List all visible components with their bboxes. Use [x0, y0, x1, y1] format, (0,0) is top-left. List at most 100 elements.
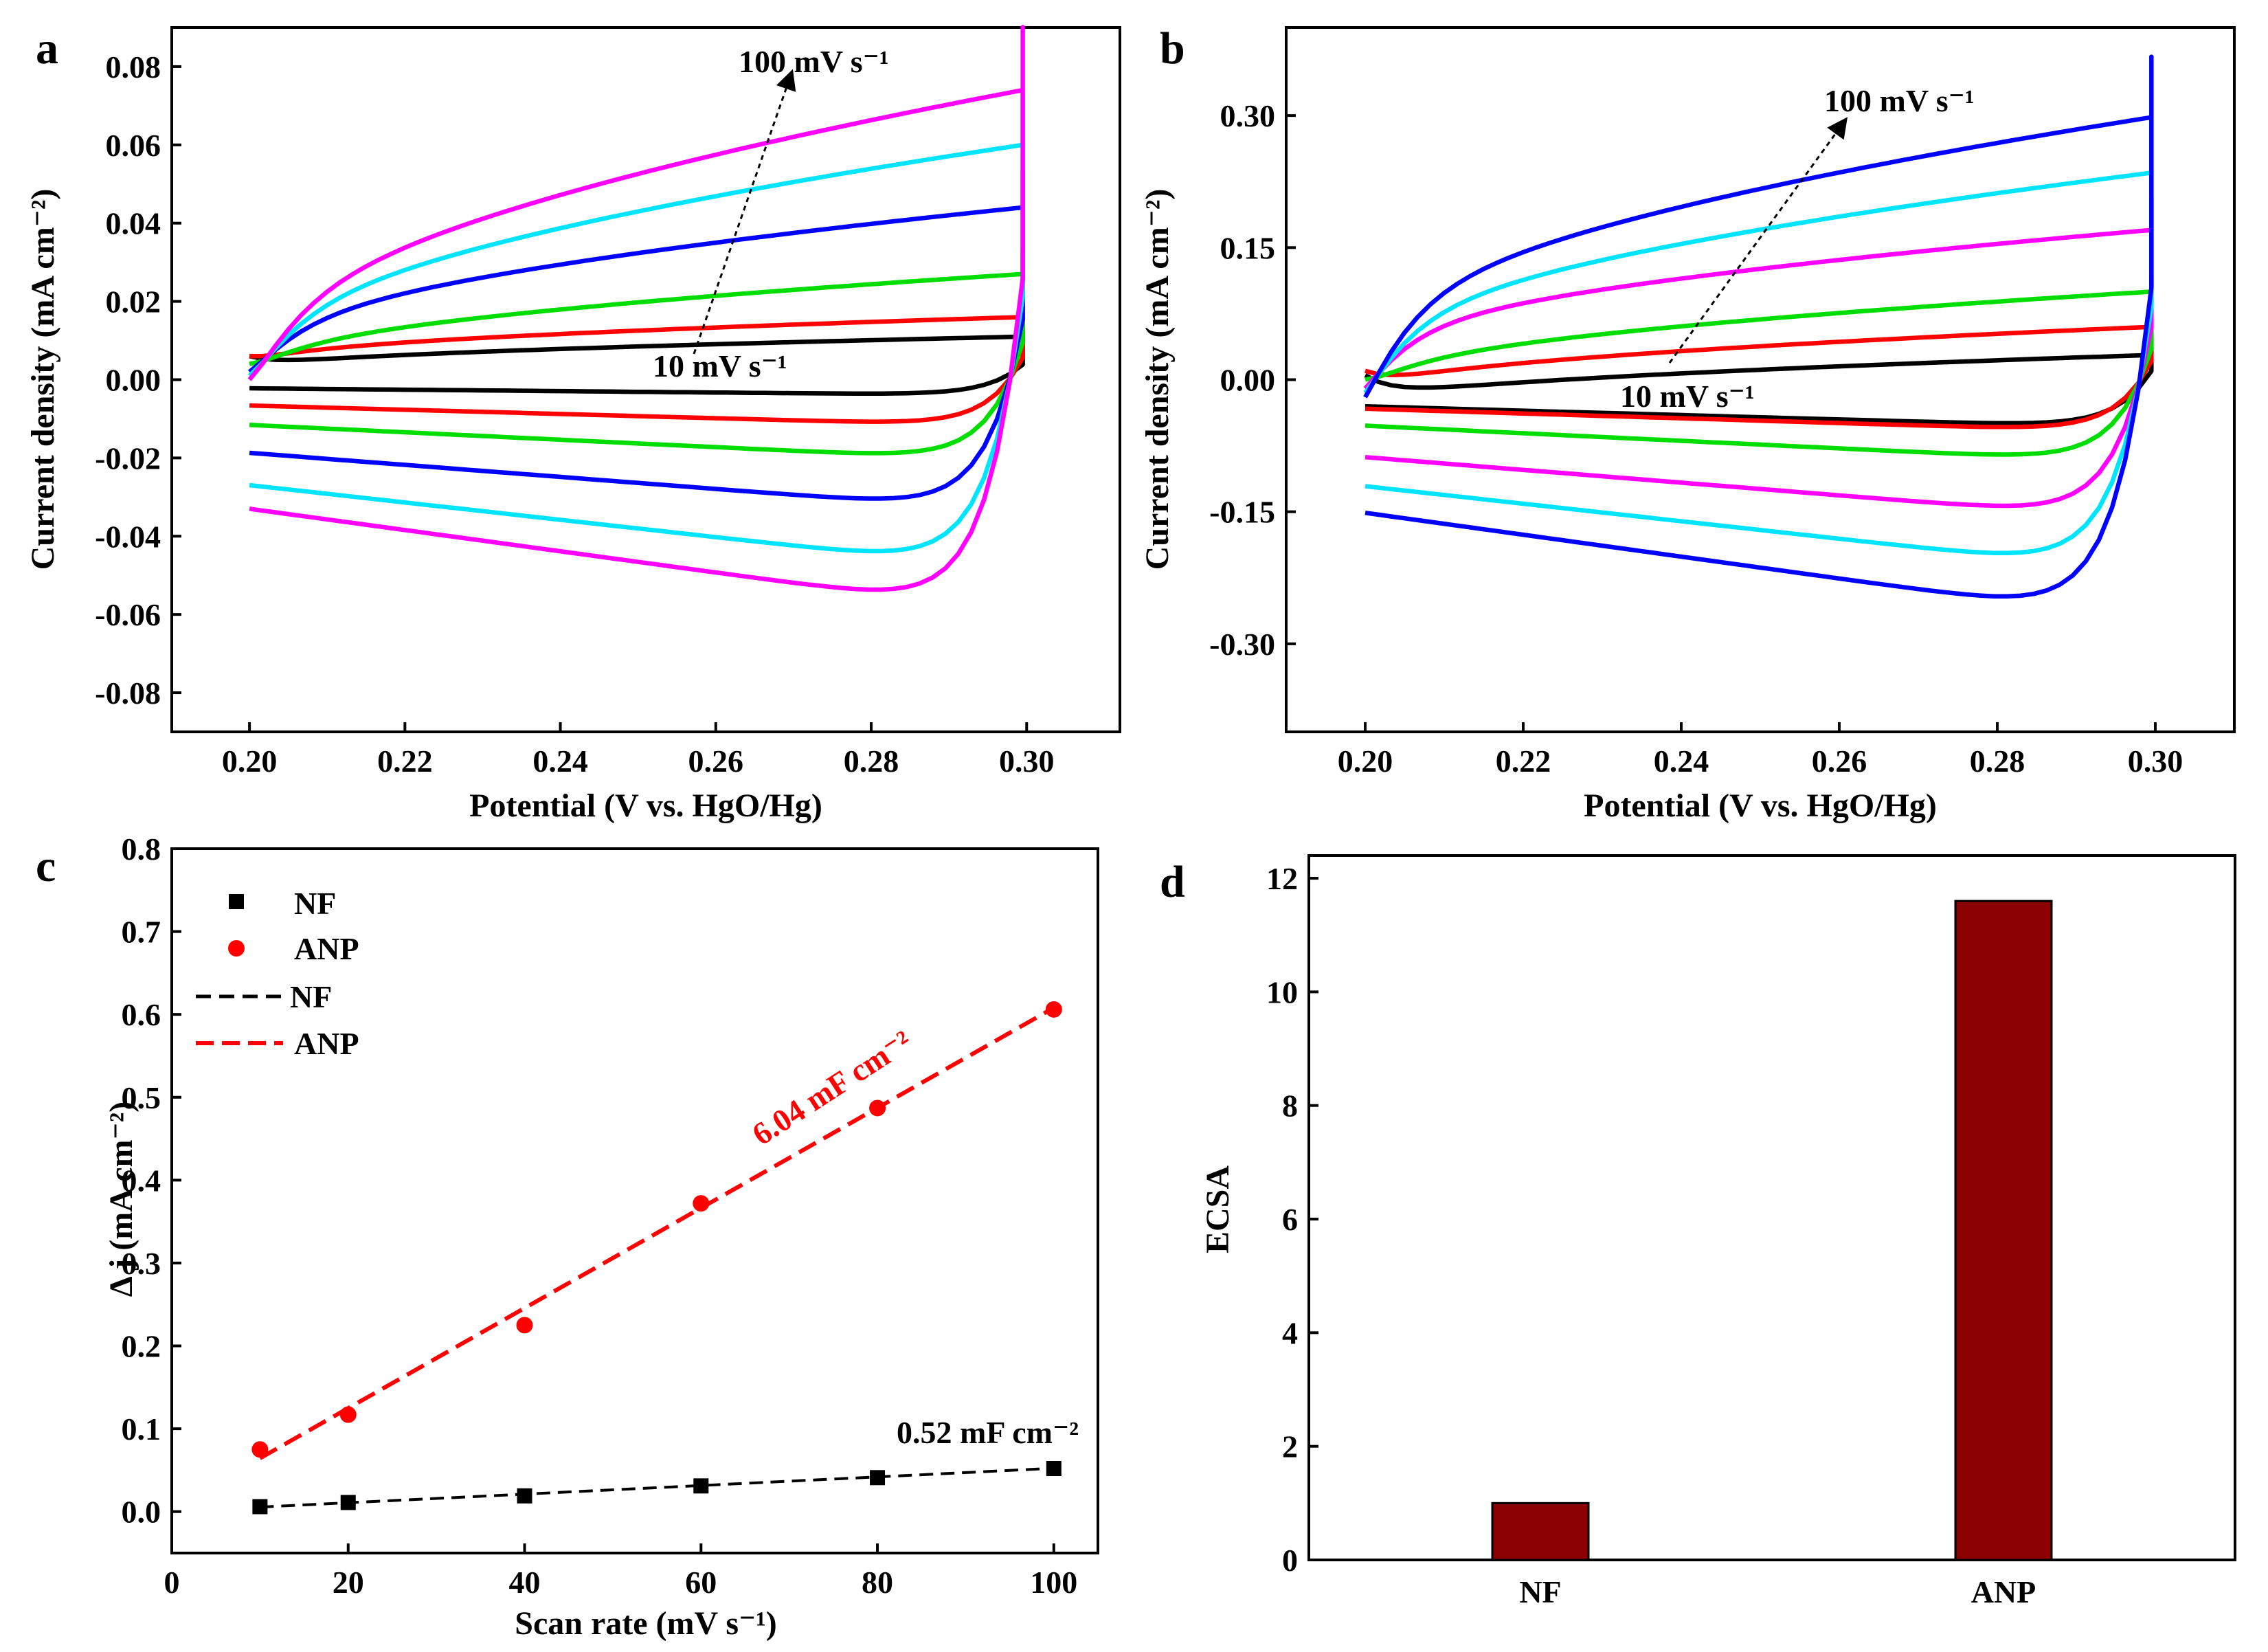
panel-d-y-ticks: 0 2 4 6 8 10 12: [1266, 861, 1318, 1578]
legend-anp-marker: [228, 940, 245, 957]
panel-a-cv-curve: [249, 327, 1025, 396]
panel-b-y-tick-label: -0.30: [1209, 627, 1275, 662]
panel-c-legend: NF ANP NF ANP: [196, 886, 359, 1061]
panel-c-point-anp: [693, 1195, 710, 1212]
panel-a-cv-curve: [247, 25, 1025, 592]
panel-d-x-tick-label: NF: [1519, 1574, 1561, 1609]
panel-c-nf-slope-label: 0.52 mF cm⁻²: [897, 1415, 1079, 1450]
panel-a-y-tick-label: 0.08: [106, 49, 161, 85]
panel-a-y-tick-label: 0.02: [106, 284, 161, 320]
legend-anp-fit-label: ANP: [294, 1026, 359, 1061]
panel-c-x-tick-label: 20: [333, 1565, 364, 1600]
panel-c-x-tick-label: 100: [1030, 1565, 1077, 1600]
legend-nf-marker: [229, 894, 244, 909]
panel-d-bar-anp: [1954, 900, 2053, 1561]
panel-a: a 0.20 0.22 0.24 0.26 0.28 0.30 -0.08-0.06-0.…: [25, 23, 1121, 824]
panel-b-y-ticks: -0.30 -0.15 0.00 0.15 0.30: [1209, 98, 1296, 662]
panel-b-low-label: 10 mV s⁻¹: [1620, 379, 1755, 414]
panel-c-y-title: Δ j (mA cm⁻²): [103, 1102, 139, 1297]
panel-a-y-ticks: -0.08 -0.06 -0.04 -0.02 0.00 0.02 0.04 0.06 0.08: [95, 49, 181, 711]
panel-a-label: a: [36, 23, 58, 74]
panel-b-x-tick-label: 0.20: [1338, 744, 1393, 779]
panel-c-x-tick-label: 40: [509, 1565, 541, 1600]
panel-c-y-tick-label: 0.4: [122, 1163, 161, 1198]
panel-b-arrow: [1668, 117, 1848, 364]
panel-c-y-tick-label: 0.8: [122, 831, 161, 867]
panel-c-point-nf: [252, 1499, 268, 1515]
panel-a-y-title: Current density (mA cm⁻²): [25, 189, 61, 570]
panel-b-cv-curve: [1363, 54, 2154, 599]
panel-c-points: [251, 1001, 1062, 1515]
panel-d: d NF ANP 0 2 4 6 8 10 12 ECSA: [1160, 854, 2236, 1609]
panel-c-x-ticks: 0 20 40 60 80 100: [164, 1543, 1077, 1600]
panel-a-cv-curves: [247, 25, 1025, 592]
panel-b-y-tick-label: 0.30: [1220, 98, 1276, 133]
panel-c-point-nf: [693, 1478, 709, 1494]
panel-b-y-tick-label: -0.15: [1209, 495, 1275, 530]
panel-c-fit-nf: [260, 1466, 1054, 1509]
panel-c: c 0 20 40 60 80 100 0.00.10.20.30.40.50.60.70…: [36, 831, 1099, 1642]
panel-a-low-label: 10 mV s⁻¹: [653, 348, 787, 383]
panel-c-y-tick-label: 0.1: [122, 1411, 161, 1447]
panel-b-high-label: 100 mV s⁻¹: [1824, 83, 1975, 118]
panel-b-y-title: Current density (mA cm⁻²): [1139, 189, 1176, 570]
panel-d-x-ticks: NF ANP: [1519, 1550, 2036, 1609]
panel-a-x-tick-label: 0.30: [999, 744, 1055, 779]
panel-c-x-title: Scan rate (mV s⁻¹): [515, 1605, 776, 1642]
panel-b-x-tick-label: 0.30: [2128, 744, 2183, 779]
panel-c-point-anp: [251, 1441, 269, 1458]
panel-c-y-tick-label: 0.2: [122, 1329, 161, 1364]
panel-a-frame: [170, 26, 1121, 733]
panel-b-label: b: [1160, 23, 1185, 74]
panel-d-frame: [1307, 854, 2236, 1561]
panel-b: b 0.20 0.22 0.24 0.26 0.28 0.30 -0.30 -0.15 0.0…: [1139, 23, 2236, 824]
panel-c-point-anp: [869, 1100, 886, 1117]
panel-d-label: d: [1160, 857, 1185, 907]
panel-c-y-tick-label: 0.7: [122, 915, 161, 950]
panel-a-cv-curve: [249, 302, 1025, 424]
panel-c-x-tick-label: 0: [164, 1565, 180, 1600]
panel-a-x-tick-label: 0.28: [844, 744, 899, 779]
legend-anp-label: ANP: [294, 931, 359, 966]
panel-c-x-tick-label: 80: [862, 1565, 893, 1600]
legend-nf-label: NF: [294, 886, 336, 921]
panel-a-high-label: 100 mV s⁻¹: [739, 44, 889, 79]
panel-d-y-tick-label: 10: [1266, 974, 1298, 1009]
panel-b-frame: [1285, 26, 2236, 733]
panel-b-x-title: Potential (V vs. HgO/Hg): [1584, 788, 1937, 824]
panel-d-y-tick-label: 0: [1282, 1543, 1298, 1578]
panel-c-point-anp: [1045, 1001, 1062, 1018]
panel-d-y-tick-label: 8: [1282, 1089, 1298, 1124]
legend-nf-fit-label: NF: [290, 979, 332, 1014]
panel-c-label: c: [36, 841, 56, 891]
panel-c-x-tick-label: 60: [685, 1565, 717, 1600]
panel-a-x-tick-label: 0.24: [532, 744, 588, 779]
panel-d-y-title: ECSA: [1200, 1165, 1236, 1253]
panel-d-x-tick-label: ANP: [1971, 1574, 2036, 1609]
panel-a-x-tick-label: 0.20: [222, 744, 278, 779]
panel-b-x-tick-label: 0.24: [1654, 744, 1709, 779]
panel-a-y-tick-label: 0.06: [106, 128, 161, 163]
panel-d-y-tick-label: 6: [1282, 1202, 1298, 1237]
panel-b-x-tick-label: 0.26: [1812, 744, 1867, 779]
panel-c-y-ticks: 0.0 0.1 0.2 0.3 0.4 0.5 0.6 0.7 0.8: [122, 831, 181, 1530]
panel-c-point-nf: [340, 1495, 356, 1510]
panel-c-point-anp: [339, 1406, 357, 1423]
panel-b-x-tick-label: 0.28: [1970, 744, 2025, 779]
panel-a-x-tick-label: 0.26: [688, 744, 744, 779]
panel-b-y-tick-label: 0.15: [1220, 230, 1276, 265]
panel-c-fit-lines: [258, 1005, 1055, 1509]
panel-d-bars: [1491, 900, 2053, 1561]
panel-c-frame: [170, 847, 1099, 1554]
panel-a-y-tick-label: -0.02: [95, 440, 161, 476]
panel-a-x-title: Potential (V vs. HgO/Hg): [469, 788, 822, 824]
panel-a-y-tick-label: 0.00: [106, 363, 161, 398]
panel-c-y-tick-label: 0.3: [122, 1246, 161, 1281]
panel-c-y-tick-label: 0.0: [122, 1495, 161, 1530]
panel-a-y-tick-label: 0.04: [106, 206, 161, 241]
panel-b-x-tick-label: 0.22: [1496, 744, 1551, 779]
panel-a-x-tick-label: 0.22: [377, 744, 433, 779]
panel-a-arrow: [693, 69, 796, 355]
panel-c-point-nf: [517, 1488, 532, 1504]
